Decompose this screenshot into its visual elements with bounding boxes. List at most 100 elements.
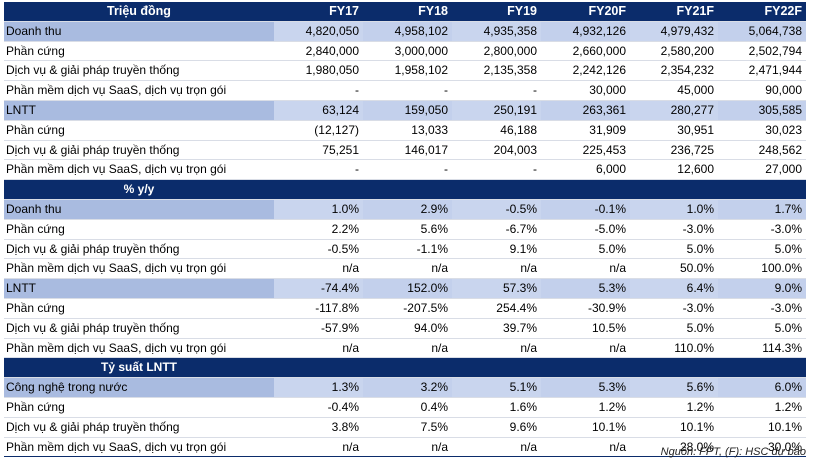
value-cell: 5.6% — [630, 377, 718, 398]
value-cell: 9.6% — [452, 417, 541, 438]
value-cell: 2,840,000 — [274, 41, 363, 62]
table-row: Phần cứng -117.8% -207.5% 254.4% -30.9% -3.0%… — [4, 298, 806, 319]
row-label: Doanh thu — [4, 199, 274, 220]
value-cell: 4,932,126 — [541, 21, 630, 42]
value-cell: 2,354,232 — [630, 60, 718, 82]
value-cell: - — [274, 80, 363, 101]
value-cell: 7.5% — [363, 417, 452, 438]
value-cell: -0.4% — [274, 397, 363, 418]
value-cell: -74.4% — [274, 278, 363, 299]
table-row: Dịch vụ & giải pháp truyền thống -57.9% 94… — [4, 318, 806, 339]
value-cell: -207.5% — [363, 298, 452, 319]
value-cell: 305,585 — [718, 100, 806, 121]
value-cell: 250,191 — [452, 100, 541, 121]
table-row: Dịch vụ & giải pháp truyền thống 75,251 14… — [4, 140, 806, 161]
year-header: FY18 — [363, 2, 452, 22]
value-cell: (12,127) — [274, 120, 363, 141]
value-cell: -3.0% — [630, 298, 718, 319]
value-cell: n/a — [274, 338, 363, 359]
table-row: Dịch vụ & giải pháp truyền thống 1,980,05… — [4, 60, 806, 82]
table-row: Phần cứng 2.2% 5.6% -6.7% -5.0% -3.0% -3.0% — [4, 219, 806, 240]
table-row: Phần cứng 2,840,000 3,000,000 2,800,000 2,66… — [4, 41, 806, 62]
section-title: % y/y — [4, 179, 274, 200]
section-filler-cell — [541, 179, 630, 200]
row-label: Phần cứng — [4, 397, 274, 418]
value-cell: 1.0% — [274, 199, 363, 220]
value-cell: n/a — [274, 437, 363, 458]
value-cell: 263,361 — [541, 100, 630, 121]
value-cell: n/a — [541, 437, 630, 458]
value-cell: 57.3% — [452, 278, 541, 299]
value-cell: 10.1% — [630, 417, 718, 438]
value-cell: 28.0% — [630, 437, 718, 458]
value-cell: n/a — [452, 437, 541, 458]
value-cell: 30,023 — [718, 120, 806, 141]
value-cell: 6.0% — [718, 377, 806, 398]
header-label: Triệu đồng — [4, 2, 274, 22]
value-cell: 5,064,738 — [718, 21, 806, 42]
value-cell: 254.4% — [452, 298, 541, 319]
value-cell: n/a — [452, 338, 541, 359]
row-label: Dịch vụ & giải pháp truyền thống — [4, 60, 274, 82]
value-cell: 2.2% — [274, 219, 363, 240]
value-cell: 46,188 — [452, 120, 541, 141]
value-cell: -117.8% — [274, 298, 363, 319]
year-header: FY17 — [274, 2, 363, 22]
value-cell: 5.0% — [630, 239, 718, 260]
value-cell: 225,453 — [541, 140, 630, 161]
value-cell: 1.6% — [452, 397, 541, 418]
value-cell: - — [452, 159, 541, 181]
value-cell: 75,251 — [274, 140, 363, 161]
row-label: Doanh thu — [4, 21, 274, 42]
row-label: Phần cứng — [4, 120, 274, 141]
value-cell: 204,003 — [452, 140, 541, 161]
value-cell: 90,000 — [718, 80, 806, 101]
value-cell: 50.0% — [630, 258, 718, 280]
row-label: Phần mềm dịch vụ SaaS, dịch vụ trọn gói — [4, 437, 274, 458]
table-row: Phần mềm dịch vụ SaaS, dịch vụ trọn gói n… — [4, 258, 806, 280]
value-cell: -0.5% — [452, 199, 541, 220]
row-label: Phần mềm dịch vụ SaaS, dịch vụ trọn gói — [4, 159, 274, 181]
section-filler-cell — [274, 179, 363, 200]
value-cell: -3.0% — [718, 219, 806, 240]
section-title: Tỷ suất LNTT — [4, 357, 274, 379]
value-cell: -0.5% — [274, 239, 363, 260]
table-row-main: Doanh thu 1.0% 2.9% -0.5% -0.1% 1.0% 1.7% — [4, 199, 806, 220]
value-cell: 39.7% — [452, 318, 541, 339]
source-note: Nguồn: FPT, (F): HSC dự báo — [660, 446, 806, 458]
value-cell: 30,000 — [541, 80, 630, 101]
table-row: Phần cứng -0.4% 0.4% 1.6% 1.2% 1.2% 1.2% — [4, 397, 806, 418]
value-cell: 27,000 — [718, 159, 806, 181]
row-label: Phần cứng — [4, 298, 274, 319]
value-cell: - — [363, 159, 452, 181]
table-row: Phần mềm dịch vụ SaaS, dịch vụ trọn gói -… — [4, 80, 806, 101]
table-row-main: Công nghệ trong nước 1.3% 3.2% 5.1% 5.3% 5.6%… — [4, 377, 806, 398]
row-label: Dịch vụ & giải pháp truyền thống — [4, 318, 274, 339]
value-cell: 1.3% — [274, 377, 363, 398]
value-cell: n/a — [274, 258, 363, 280]
row-label: Phần mềm dịch vụ SaaS, dịch vụ trọn gói — [4, 80, 274, 101]
table-row: Phần cứng (12,127) 13,033 46,188 31,909 30,95… — [4, 120, 806, 141]
section-filler-cell — [718, 179, 806, 200]
table-row-main: LNTT 63,124 159,050 250,191 263,361 280,277 30… — [4, 100, 806, 121]
value-cell: 4,935,358 — [452, 21, 541, 42]
table-row: Phần mềm dịch vụ SaaS, dịch vụ trọn gói n… — [4, 437, 806, 458]
value-cell: - — [274, 159, 363, 181]
value-cell: 1.7% — [718, 199, 806, 220]
section-filler-cell — [718, 357, 806, 379]
value-cell: 1,980,050 — [274, 60, 363, 82]
row-label: Phần mềm dịch vụ SaaS, dịch vụ trọn gói — [4, 258, 274, 280]
value-cell: 45,000 — [630, 80, 718, 101]
row-label: Phần mềm dịch vụ SaaS, dịch vụ trọn gói — [4, 338, 274, 359]
value-cell: -3.0% — [718, 298, 806, 319]
table-row: Phần mềm dịch vụ SaaS, dịch vụ trọn gói -… — [4, 159, 806, 181]
value-cell: 2,800,000 — [452, 41, 541, 62]
value-cell: 2,502,794 — [718, 41, 806, 62]
value-cell: 10.1% — [541, 417, 630, 438]
year-header: FY22F — [718, 2, 806, 22]
table-row-main: LNTT -74.4% 152.0% 57.3% 5.3% 6.4% 9.0% — [4, 278, 806, 299]
value-cell: 2,660,000 — [541, 41, 630, 62]
table-row: Dịch vụ & giải pháp truyền thống 3.8% 7.5%… — [4, 417, 806, 438]
value-cell: n/a — [541, 258, 630, 280]
value-cell: 110.0% — [630, 338, 718, 359]
